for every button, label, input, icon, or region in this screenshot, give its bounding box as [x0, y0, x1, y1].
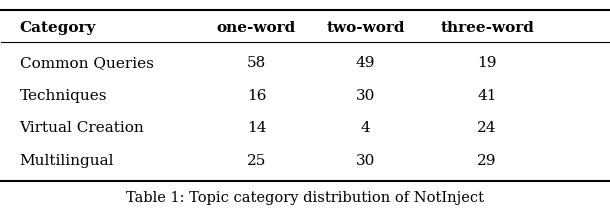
Text: Common Queries: Common Queries	[20, 56, 154, 70]
Text: 14: 14	[246, 121, 266, 135]
Text: 29: 29	[478, 154, 497, 168]
Text: 30: 30	[356, 89, 375, 103]
Text: Techniques: Techniques	[20, 89, 107, 103]
Text: two-word: two-word	[326, 21, 405, 35]
Text: 58: 58	[247, 56, 266, 70]
Text: 25: 25	[246, 154, 266, 168]
Text: Table 1: Topic category distribution of NotInject: Table 1: Topic category distribution of …	[126, 191, 484, 205]
Text: 19: 19	[478, 56, 497, 70]
Text: 41: 41	[478, 89, 497, 103]
Text: three-word: three-word	[440, 21, 534, 35]
Text: 49: 49	[356, 56, 376, 70]
Text: one-word: one-word	[217, 21, 296, 35]
Text: Multilingual: Multilingual	[20, 154, 114, 168]
Text: 4: 4	[361, 121, 371, 135]
Text: 30: 30	[356, 154, 375, 168]
Text: Virtual Creation: Virtual Creation	[20, 121, 145, 135]
Text: 24: 24	[478, 121, 497, 135]
Text: 16: 16	[246, 89, 266, 103]
Text: Category: Category	[20, 21, 96, 35]
